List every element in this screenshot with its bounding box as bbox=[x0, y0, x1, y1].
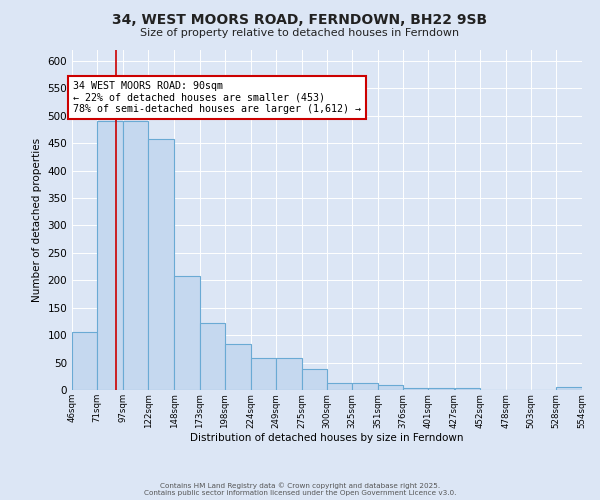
Text: 34, WEST MOORS ROAD, FERNDOWN, BH22 9SB: 34, WEST MOORS ROAD, FERNDOWN, BH22 9SB bbox=[112, 12, 488, 26]
Bar bbox=[276, 358, 302, 390]
Bar bbox=[175, 276, 200, 390]
Y-axis label: Number of detached properties: Number of detached properties bbox=[32, 138, 42, 302]
Bar bbox=[378, 384, 403, 390]
Bar bbox=[327, 383, 352, 390]
Bar bbox=[199, 323, 224, 390]
Text: Contains HM Land Registry data © Crown copyright and database right 2025.: Contains HM Land Registry data © Crown c… bbox=[160, 482, 440, 489]
Bar bbox=[224, 344, 251, 390]
Bar bbox=[428, 388, 455, 390]
Bar bbox=[556, 388, 582, 390]
Bar bbox=[251, 358, 276, 390]
Bar bbox=[352, 383, 378, 390]
Bar bbox=[97, 122, 123, 390]
Bar bbox=[148, 140, 175, 390]
Text: 34 WEST MOORS ROAD: 90sqm
← 22% of detached houses are smaller (453)
78% of semi: 34 WEST MOORS ROAD: 90sqm ← 22% of detac… bbox=[73, 80, 361, 114]
Bar bbox=[123, 122, 148, 390]
X-axis label: Distribution of detached houses by size in Ferndown: Distribution of detached houses by size … bbox=[190, 433, 464, 443]
Text: Contains public sector information licensed under the Open Government Licence v3: Contains public sector information licen… bbox=[144, 490, 456, 496]
Bar bbox=[72, 332, 97, 390]
Bar bbox=[455, 388, 479, 390]
Text: Size of property relative to detached houses in Ferndown: Size of property relative to detached ho… bbox=[140, 28, 460, 38]
Bar bbox=[403, 388, 428, 390]
Bar bbox=[302, 369, 327, 390]
